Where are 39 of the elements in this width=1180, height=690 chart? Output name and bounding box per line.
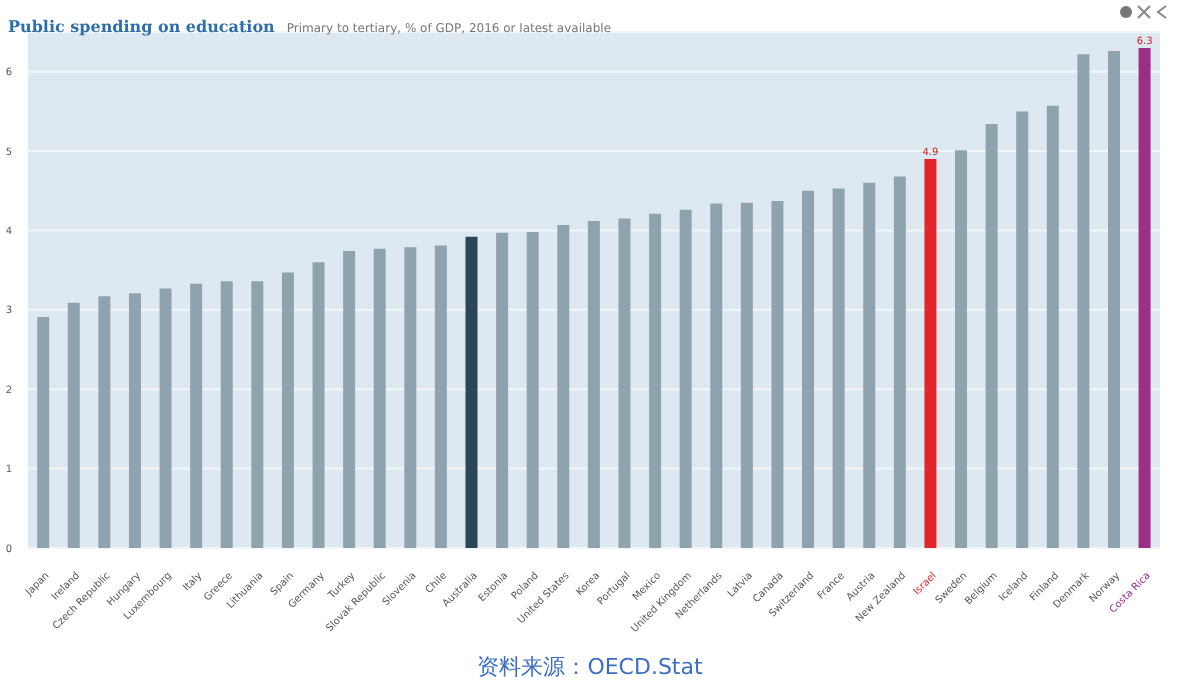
bar	[526, 232, 539, 548]
bar	[924, 159, 937, 548]
bar	[251, 281, 264, 548]
bar	[618, 218, 631, 548]
bar	[1046, 105, 1059, 548]
bar	[863, 182, 876, 548]
bar	[434, 245, 447, 548]
bar	[190, 283, 203, 548]
bar	[312, 262, 325, 548]
bar	[220, 281, 233, 548]
bar	[710, 203, 723, 548]
bar	[557, 224, 570, 548]
bar	[679, 209, 692, 548]
bar	[128, 293, 141, 548]
bar	[740, 202, 753, 548]
bar	[893, 176, 906, 548]
bar	[404, 247, 417, 548]
bar	[465, 236, 478, 548]
bar	[373, 248, 386, 548]
text: 资料来源：OECD.Stat	[475, 652, 705, 682]
bar	[281, 272, 294, 548]
bar	[343, 251, 356, 548]
bar	[1016, 111, 1029, 548]
bar	[37, 316, 50, 548]
bar	[955, 150, 968, 548]
bar	[802, 190, 815, 548]
bar	[587, 220, 600, 548]
bar	[159, 288, 172, 548]
bar	[1107, 51, 1120, 548]
bar	[496, 232, 509, 548]
chart-title: Public spending on education	[8, 16, 275, 36]
bar	[1077, 54, 1090, 548]
bar	[771, 201, 784, 548]
bar	[98, 296, 111, 548]
bar	[985, 124, 998, 548]
bar	[832, 188, 845, 548]
bar	[1138, 47, 1151, 548]
bar	[67, 302, 80, 548]
bar	[649, 213, 662, 548]
